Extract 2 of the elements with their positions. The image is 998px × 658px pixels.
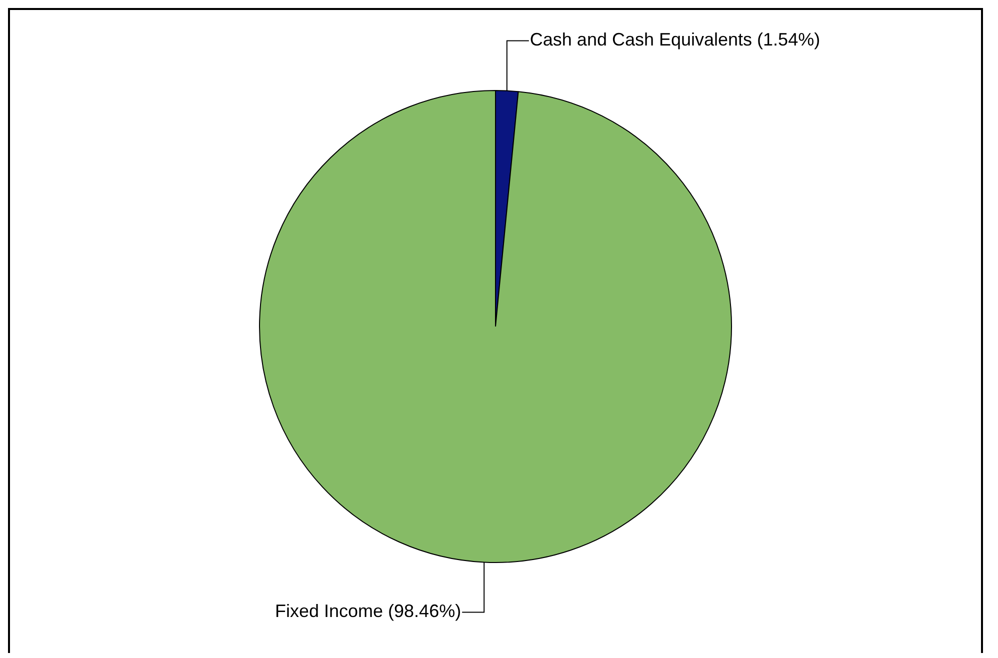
slice-label: Cash and Cash Equivalents (1.54%) <box>530 30 820 50</box>
slice-label: Fixed Income (98.46%) <box>274 601 462 622</box>
